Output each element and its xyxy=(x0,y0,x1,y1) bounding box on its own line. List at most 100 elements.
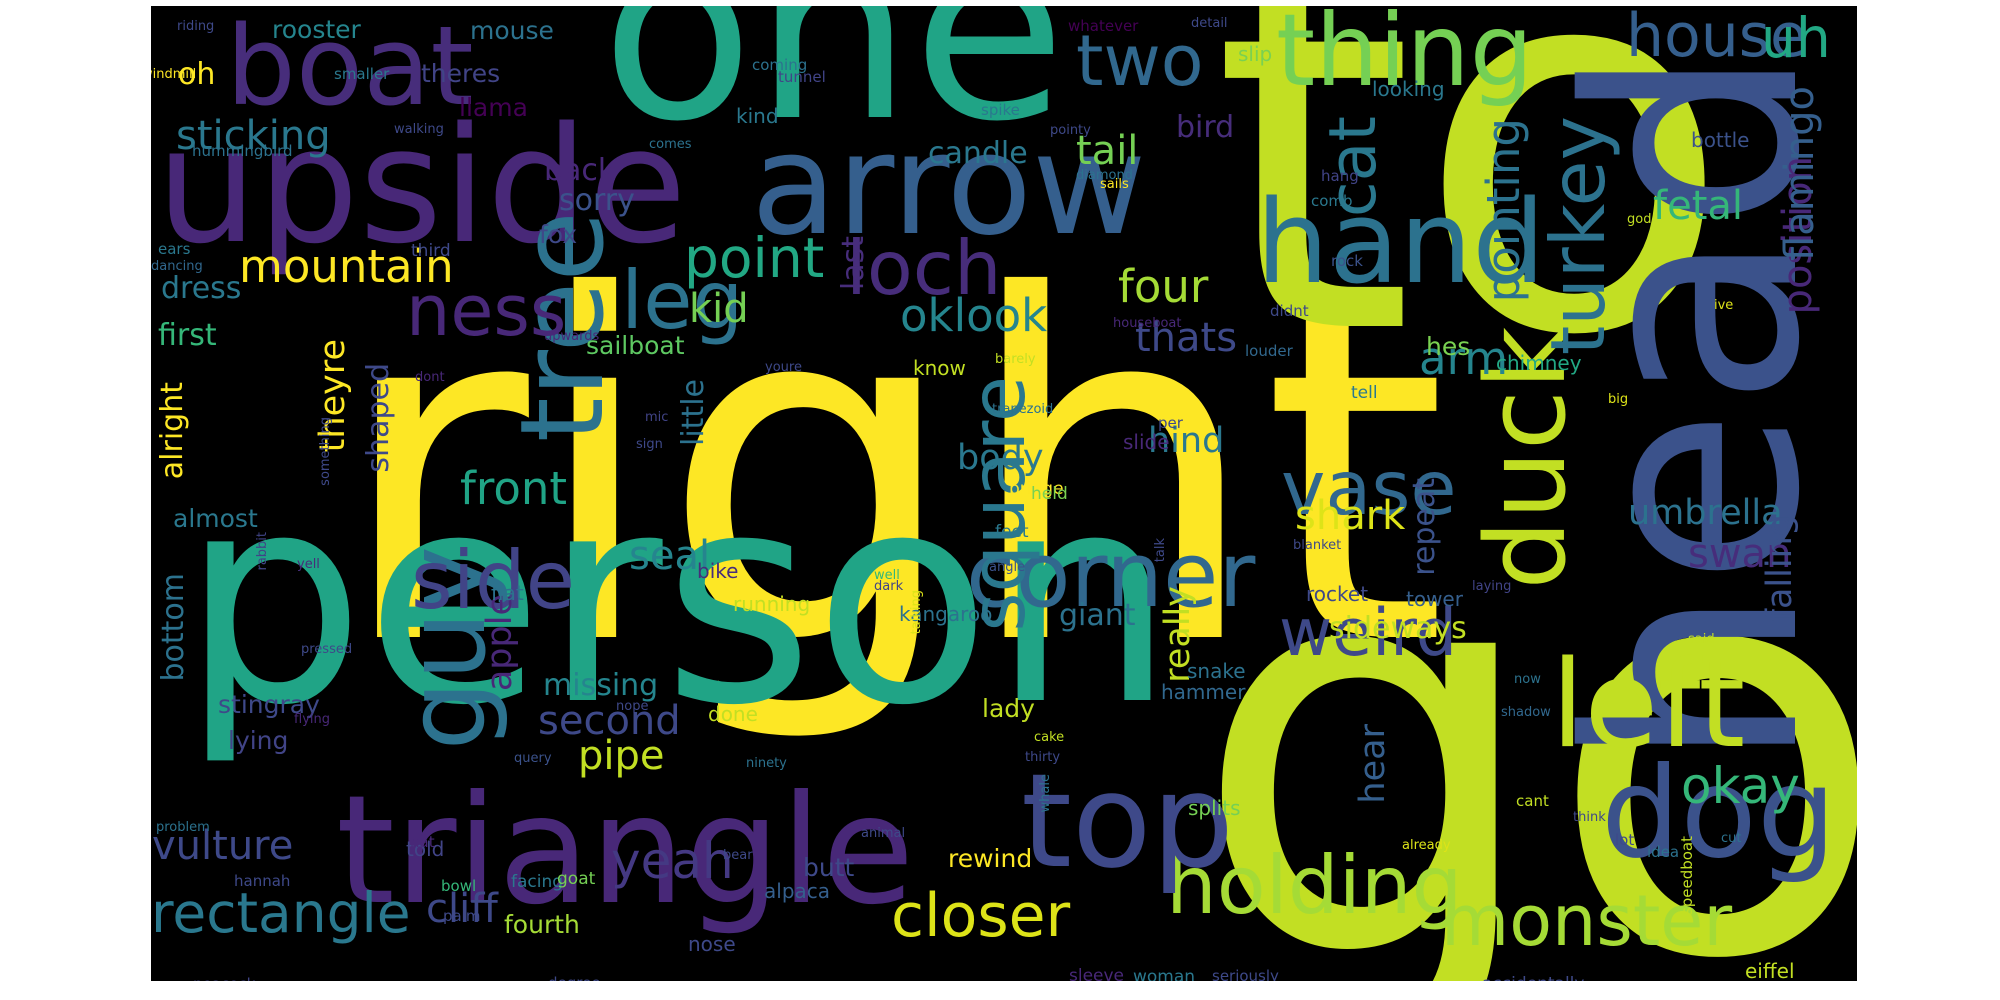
word-dog: dog xyxy=(1601,741,1837,886)
word-pipe: pipe xyxy=(578,733,665,779)
word-two: two xyxy=(1076,20,1204,102)
word-candle: candle xyxy=(928,136,1028,171)
word-butt: butt xyxy=(803,853,855,882)
word-one: one xyxy=(601,6,1067,176)
word-vase: vase xyxy=(1281,444,1457,532)
word-stingray: stingray xyxy=(218,690,320,719)
word-apple: apple xyxy=(480,594,520,692)
word-idea: idea xyxy=(1647,843,1680,861)
word-riding: riding xyxy=(177,19,215,34)
word-coming: coming xyxy=(752,56,808,74)
word-talk: talk xyxy=(1153,538,1168,563)
word-hear: hear xyxy=(1353,724,1393,804)
word-thats: thats xyxy=(1135,315,1238,361)
word-upwards: upwards xyxy=(544,329,600,344)
word-whale: whale xyxy=(1038,774,1053,813)
word-running: running xyxy=(733,592,811,616)
word-person: person xyxy=(181,432,1176,769)
word-left: left xyxy=(1551,636,1746,775)
word-sorry: sorry xyxy=(559,183,635,218)
word-chimney: chimney xyxy=(1496,351,1582,375)
word-bowl: bowl xyxy=(441,877,477,895)
word-third: third xyxy=(411,241,451,261)
word-first: first xyxy=(158,318,217,353)
word-swan: swan xyxy=(1688,531,1792,577)
word-oh: oh xyxy=(178,57,216,92)
word-alpaca: alpaca xyxy=(764,879,831,903)
word-lying: lying xyxy=(228,726,289,755)
word-accidentally: accidentally xyxy=(1482,976,1584,982)
word-flat: flat xyxy=(491,581,524,605)
word-hand: hand xyxy=(1256,176,1546,310)
word-bottle: bottle xyxy=(1691,128,1750,152)
word-laying: laying xyxy=(1472,579,1512,594)
word-arm: arm xyxy=(1419,332,1509,385)
word-hes: hes xyxy=(1426,332,1471,361)
word-ears: ears xyxy=(158,240,191,258)
word-walking: walking xyxy=(394,122,444,137)
word-sails: sails xyxy=(1100,177,1129,192)
word-giant: giant xyxy=(1059,598,1136,633)
word-boat: boat xyxy=(226,6,474,130)
word-shaped: shaped xyxy=(361,363,396,473)
word-per: per xyxy=(1158,414,1183,432)
word-kid: kid xyxy=(689,286,749,332)
word-sideways: sideways xyxy=(1329,611,1467,646)
word-front: front xyxy=(460,462,568,515)
word-big: big xyxy=(1608,392,1629,407)
word-go: go xyxy=(1191,430,1857,981)
word-shark: shark xyxy=(1295,493,1406,539)
word-pressed: pressed xyxy=(301,642,353,657)
word-said: said xyxy=(1688,632,1715,647)
word-comes: comes xyxy=(649,137,692,152)
word-tunnel: tunnel xyxy=(778,68,826,86)
word-goat: goat xyxy=(557,869,596,889)
word-degree: degree xyxy=(548,976,601,982)
word-rocket: rocket xyxy=(1306,582,1369,606)
word-dancing: dancing xyxy=(151,259,203,274)
word-rock: rock xyxy=(1331,252,1363,270)
word-turkey: turkey xyxy=(1534,116,1622,356)
word-woman: woman xyxy=(1133,967,1196,982)
word-something: something xyxy=(318,417,333,486)
word-triangle: triangle xyxy=(336,764,915,938)
word-didnt: didnt xyxy=(1270,302,1309,320)
word-alright: alright xyxy=(155,382,190,480)
word-now: now xyxy=(1514,672,1541,687)
word-smaller: smaller xyxy=(334,65,390,83)
word-youre: youre xyxy=(765,360,802,375)
word-point: point xyxy=(684,226,825,290)
word-second: second xyxy=(538,698,681,744)
word-fox: fox xyxy=(539,220,578,249)
word-speedboat: speedboat xyxy=(1678,836,1696,916)
word-sign: sign xyxy=(636,437,663,452)
word-god: god xyxy=(1627,212,1652,227)
word-slide: slide xyxy=(1123,430,1170,454)
word-repeat: repeat xyxy=(1407,478,1442,576)
word-cloud: right to go person one head triangle upside arro… xyxy=(151,6,1857,981)
word-houseboat: houseboat xyxy=(1113,316,1182,331)
word-peacock: peacock xyxy=(193,977,255,982)
word-upside: upside xyxy=(156,92,687,279)
word-yell: yell xyxy=(297,557,320,572)
word-ninety: ninety xyxy=(746,756,787,771)
word-theres: theres xyxy=(421,59,501,88)
word-fetal: fetal xyxy=(1653,183,1743,229)
word-louder: louder xyxy=(1245,342,1293,360)
word-bear: bear xyxy=(723,848,753,863)
word-detail: detail xyxy=(1191,16,1228,31)
word-four: four xyxy=(1118,260,1209,313)
word-to: to xyxy=(1211,6,1734,449)
word-ness: ness xyxy=(406,270,567,352)
word-blanket: blanket xyxy=(1293,538,1342,553)
word-dont: dont xyxy=(415,370,445,385)
word-missing: missing xyxy=(543,668,659,703)
word-ive: ive xyxy=(1714,298,1734,313)
word-bike: bike xyxy=(697,559,739,583)
word-palm: palm xyxy=(443,907,481,925)
word-flying: flying xyxy=(294,712,330,727)
word-oklook: oklook xyxy=(900,289,1048,342)
word-thirty: thirty xyxy=(1025,750,1061,765)
word-rooster: rooster xyxy=(272,15,361,44)
word-umbrella: umbrella xyxy=(1628,493,1783,533)
